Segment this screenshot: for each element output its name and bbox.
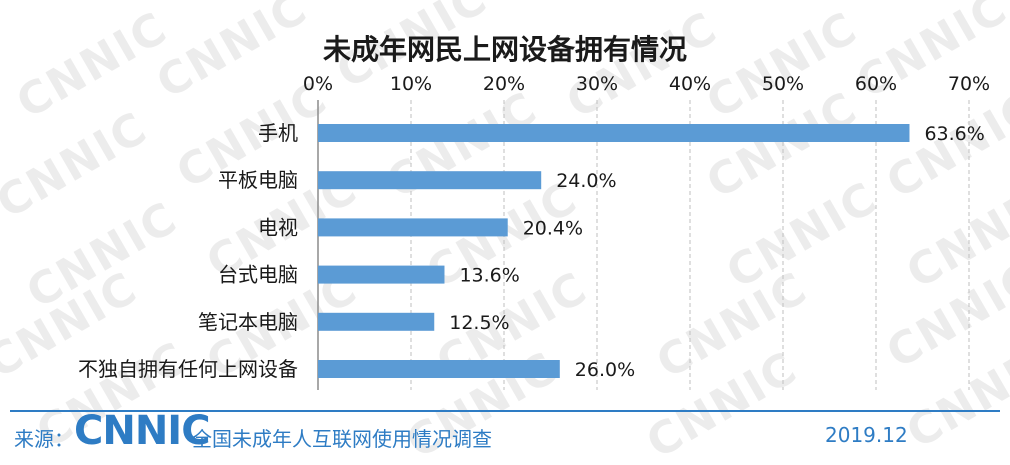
chart-title: 未成年网民上网设备拥有情况 <box>322 33 687 66</box>
x-tick-label: 10% <box>390 73 432 95</box>
category-label: 台式电脑 <box>218 263 298 287</box>
x-tick-label: 60% <box>855 73 897 95</box>
survey-date: 2019.12 <box>825 423 908 447</box>
source-label: 来源： <box>14 427 74 451</box>
bar <box>318 360 560 378</box>
x-tick-label: 20% <box>483 73 525 95</box>
x-tick-label: 50% <box>762 73 804 95</box>
value-label: 63.6% <box>924 123 984 145</box>
footer-divider <box>10 410 1000 412</box>
category-label: 不独自拥有任何上网设备 <box>78 357 298 381</box>
category-label: 笔记本电脑 <box>198 310 298 334</box>
x-tick-label: 40% <box>669 73 711 95</box>
x-tick-label: 30% <box>576 73 618 95</box>
bar <box>318 218 508 237</box>
cnnic-logo: CNNIC <box>74 408 211 454</box>
bar <box>318 171 542 190</box>
survey-name: 全国未成年人互联网使用情况调查 <box>192 427 492 451</box>
bar <box>318 124 910 142</box>
value-label: 13.6% <box>459 265 519 287</box>
bar <box>318 265 445 284</box>
category-label: 手机 <box>258 121 298 145</box>
x-tick-label: 70% <box>948 73 990 95</box>
category-label: 平板电脑 <box>218 168 298 192</box>
value-label: 24.0% <box>556 170 616 192</box>
value-label: 12.5% <box>449 312 509 334</box>
value-label: 20.4% <box>523 217 583 239</box>
x-tick-label: 0% <box>303 73 333 95</box>
value-label: 26.0% <box>575 359 635 381</box>
category-label: 电视 <box>258 215 298 239</box>
bar <box>318 312 435 331</box>
